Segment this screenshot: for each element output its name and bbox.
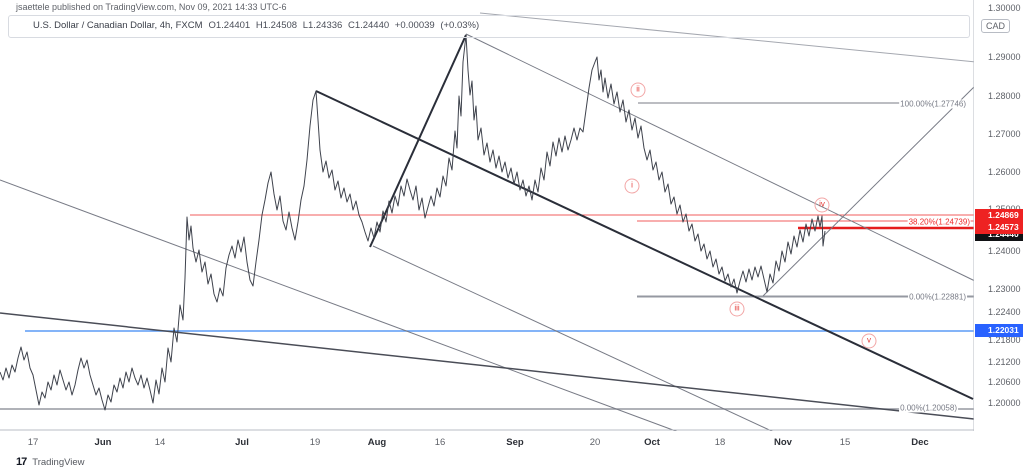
price-tick-label: 1.28000 — [988, 91, 1021, 101]
price-flag: 1.24869 — [975, 208, 1023, 222]
price-tick-label: 1.26000 — [988, 167, 1021, 177]
time-axis-label: 16 — [434, 437, 446, 448]
time-axis-label: 20 — [589, 437, 601, 448]
time-axis-label: Jul — [235, 437, 249, 448]
time-axis-label: Jun — [94, 437, 112, 448]
trendline-aug-high-descending[interactable] — [465, 33, 976, 282]
price-tick-label: 1.21800 — [988, 335, 1021, 345]
trendline-ascending-wedge[interactable] — [762, 85, 976, 297]
time-axis-label: 17 — [27, 437, 39, 448]
price-axis[interactable]: 1.300001.290001.280001.270001.260001.250… — [974, 0, 1024, 455]
price-tick-label: 1.20000 — [988, 398, 1021, 408]
trendline-aug-rally-thick[interactable] — [369, 34, 467, 248]
time-axis-label: 14 — [154, 437, 166, 448]
price-tick-label: 1.23000 — [988, 284, 1021, 294]
time-axis-label: Sep — [506, 437, 524, 448]
time-axis-label: Oct — [644, 437, 660, 448]
trendline-jul-high-thick[interactable] — [315, 90, 974, 400]
legend-box[interactable]: U.S. Dollar / Canadian Dollar, 4h, FXCM O… — [8, 15, 970, 38]
symbol-legend: U.S. Dollar / Canadian Dollar, 4h, FXCM O… — [33, 20, 479, 31]
time-axis-label: Nov — [774, 437, 792, 448]
ohlc-values: O1.24401 H1.24508 L1.24336 C1.24440 +0.0… — [208, 20, 480, 31]
tradingview-logo-icon: 17 — [16, 456, 27, 468]
price-flag: 1.24573 — [975, 220, 1023, 234]
published-line: jsaettele published on TradingView.com, … — [16, 2, 287, 12]
price-flag: 1.22031 — [975, 323, 1023, 337]
price-tick-label: 1.22400 — [988, 307, 1021, 317]
channel-line-shallow[interactable] — [0, 312, 975, 420]
tradingview-brand-label: TradingView — [32, 456, 85, 468]
time-axis[interactable]: 17 Jun 14 Jul 19 Aug 16 Sep 20 Oct 18 Nov 15 Dec — [0, 431, 1024, 455]
channel-line-parallel[interactable] — [372, 245, 779, 435]
time-axis-label: Aug — [367, 437, 387, 448]
price-tick-label: 1.21200 — [988, 357, 1021, 367]
channel-line-upper-left[interactable] — [0, 179, 682, 434]
price-tick-label: 1.30000 — [988, 3, 1021, 13]
time-axis-label: 19 — [309, 437, 321, 448]
time-axis-label: 18 — [714, 437, 726, 448]
currency-badge: CAD — [981, 19, 1011, 33]
price-tick-label: 1.24000 — [988, 246, 1021, 256]
price-series — [0, 34, 826, 411]
tradingview-attribution[interactable]: 17 TradingView — [16, 456, 85, 468]
time-axis-label: Dec — [911, 437, 929, 448]
price-tick-label: 1.29000 — [988, 52, 1021, 62]
symbol-title: U.S. Dollar / Canadian Dollar, 4h, FXCM — [33, 20, 203, 31]
time-axis-label: 15 — [839, 437, 851, 448]
price-tick-label: 1.27000 — [988, 129, 1021, 139]
price-tick-label: 1.20600 — [988, 377, 1021, 387]
